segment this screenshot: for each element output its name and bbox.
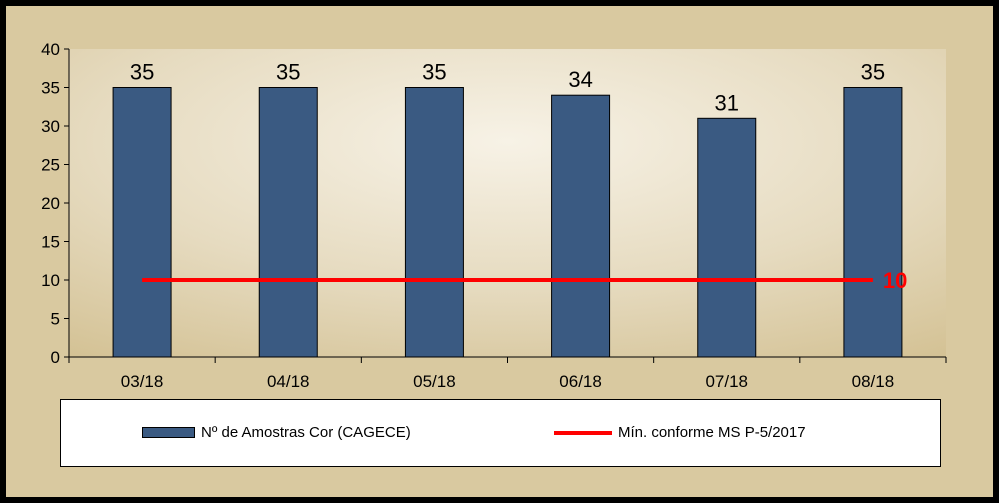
bar	[112, 87, 172, 358]
y-tick-label: 10	[41, 271, 60, 290]
bar-value-label: 35	[276, 60, 300, 85]
plot-area	[69, 49, 946, 357]
y-tick-label: 40	[41, 40, 60, 59]
y-tick-label: 25	[41, 156, 60, 175]
x-axis: 03/18 04/18 05/18 06/18 07/18 08/18	[68, 356, 947, 391]
x-tick-label: 07/18	[705, 372, 748, 391]
bar	[843, 87, 903, 358]
bar	[551, 94, 611, 358]
y-tick-label: 15	[41, 233, 60, 252]
bar	[258, 87, 318, 358]
x-tick-label: 05/18	[413, 372, 456, 391]
y-tick-label: 20	[41, 194, 60, 213]
legend-swatch-line	[554, 430, 612, 435]
bar-value-label: 35	[130, 60, 154, 85]
y-tick-label: 30	[41, 117, 60, 136]
y-axis: 0 5 10 15 20 25 30 35 40	[41, 40, 70, 367]
legend-item-line-series: Mín. conforme MS P-5/2017	[554, 424, 806, 441]
bar	[404, 87, 464, 358]
x-tick-label: 08/18	[852, 372, 895, 391]
bar-value-label: 34	[568, 67, 592, 92]
bar-value-label: 35	[861, 60, 885, 85]
min-line-series: 10	[142, 268, 907, 293]
x-tick-label: 03/18	[121, 372, 164, 391]
bar-value-label: 35	[422, 60, 446, 85]
bar-series	[112, 87, 903, 358]
legend-swatch-bar	[142, 427, 195, 438]
chart: 0 5 10 15 20 25 30 35 40 03/18 04/18 05/18 06/18 07/…	[41, 40, 947, 391]
legend-label-line-series: Mín. conforme MS P-5/2017	[618, 424, 806, 441]
legend-label-bar-series: Nº de Amostras Cor (CAGECE)	[201, 424, 411, 441]
bar-value-label: 31	[715, 90, 739, 115]
x-tick-label: 06/18	[559, 372, 602, 391]
bar-value-labels: 35 35 35 34 31 35	[130, 60, 885, 116]
legend: Nº de Amostras Cor (CAGECE) Mín. conform…	[60, 399, 941, 467]
bar	[697, 117, 757, 358]
legend-item-bar-series: Nº de Amostras Cor (CAGECE)	[142, 424, 411, 441]
y-tick-label: 5	[51, 310, 60, 329]
y-tick-label: 35	[41, 79, 60, 98]
x-tick-label: 04/18	[267, 372, 310, 391]
y-tick-label: 0	[51, 348, 60, 367]
min-line-value-label: 10	[883, 268, 907, 293]
